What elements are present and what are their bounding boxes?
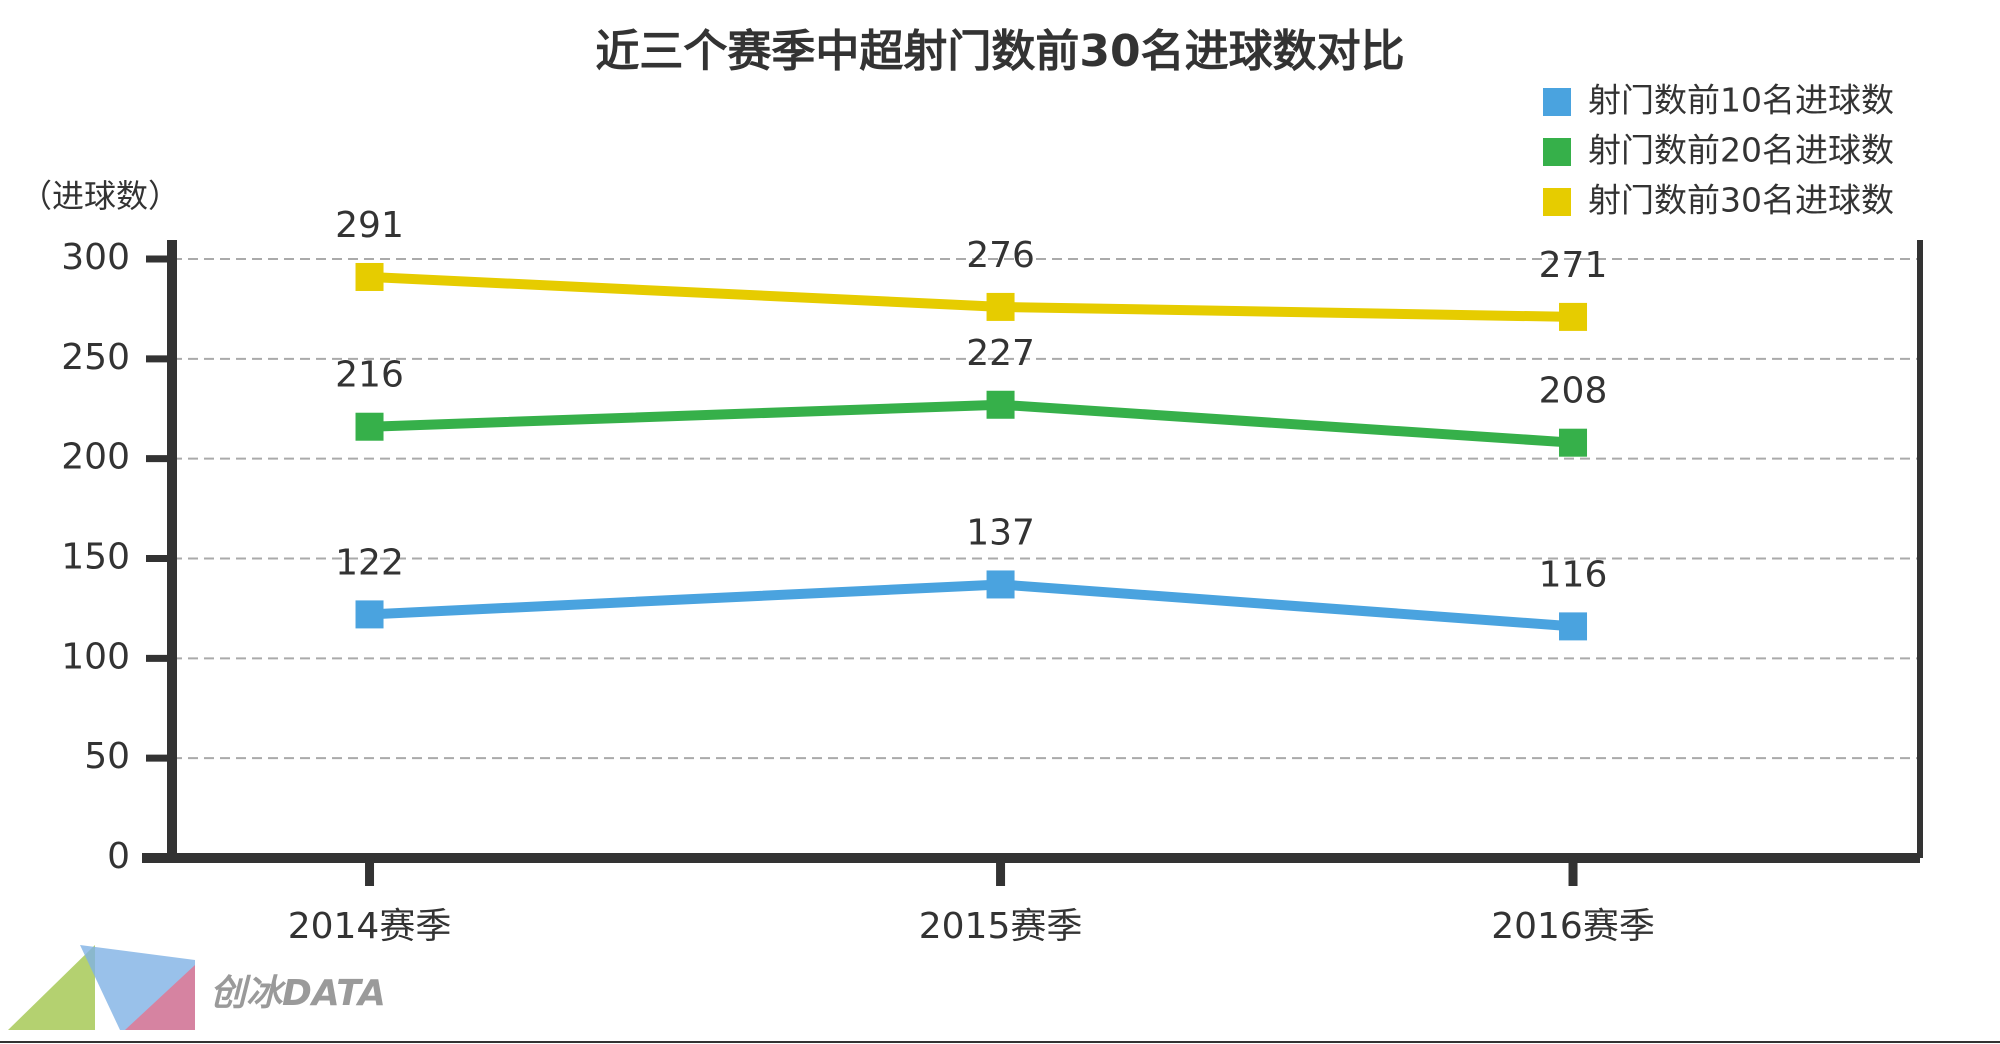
y-tick-label: 300: [61, 237, 130, 278]
marker: [355, 600, 384, 629]
legend-swatch: [1543, 88, 1571, 116]
marker: [1559, 428, 1588, 457]
data-label: 122: [335, 542, 404, 583]
y-tick-label: 150: [61, 537, 130, 578]
data-label: 271: [1539, 245, 1608, 286]
data-label: 227: [966, 333, 1035, 374]
chart-title: 近三个赛季中超射门数前30名进球数对比: [595, 26, 1404, 77]
data-label: 137: [966, 512, 1035, 553]
marker: [355, 262, 384, 291]
x-tick-label: 2014赛季: [288, 906, 452, 947]
marker: [986, 570, 1015, 599]
y-tick-label: 250: [61, 337, 130, 378]
y-tick-label: 200: [61, 437, 130, 478]
legend-label: 射门数前30名进球数: [1588, 181, 1894, 220]
x-tick-label: 2015赛季: [919, 906, 1083, 947]
data-label: 291: [335, 205, 404, 246]
legend-swatch: [1543, 138, 1571, 166]
y-tick-label: 0: [107, 836, 130, 877]
data-label: 276: [966, 235, 1035, 276]
legend-label: 射门数前10名进球数: [1588, 81, 1894, 120]
marker: [986, 390, 1015, 419]
data-label: 208: [1539, 371, 1608, 412]
data-label: 116: [1539, 554, 1608, 595]
logo: 创冰DATA: [8, 945, 386, 1030]
data-label: 216: [335, 355, 404, 396]
marker: [355, 412, 384, 441]
marker: [986, 292, 1015, 321]
marker: [1559, 302, 1588, 331]
x-tick-label: 2016赛季: [1491, 906, 1655, 947]
marker: [1559, 612, 1588, 641]
y-tick-label: 50: [84, 736, 130, 777]
legend-swatch: [1543, 188, 1571, 216]
y-axis-label: （进球数）: [20, 177, 180, 215]
y-tick-label: 100: [61, 636, 130, 677]
legend-label: 射门数前20名进球数: [1588, 131, 1894, 170]
watermark: 创冰DATA: [210, 973, 386, 1014]
